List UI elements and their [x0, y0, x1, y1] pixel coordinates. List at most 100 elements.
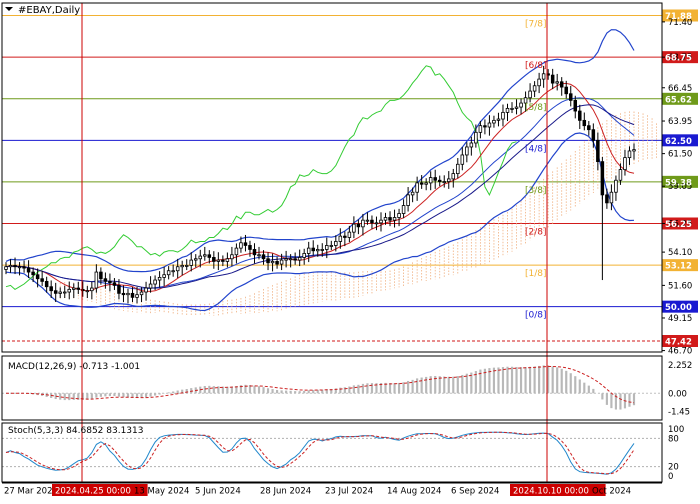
main-y-tick-label: 68.75 [668, 53, 692, 63]
price-level-tag-label: 56.25 [665, 220, 692, 230]
candle-body [35, 274, 40, 280]
candle-body [627, 150, 632, 159]
candle-body [130, 292, 135, 298]
main-y-tick-label: 66.45 [668, 84, 692, 94]
main-y-tick-label: 59.05 [668, 182, 692, 192]
price-level-tag-label: 62.50 [665, 137, 692, 147]
candle-body [559, 81, 564, 88]
candle-body [537, 78, 541, 87]
candle-body [487, 122, 492, 128]
bollinger-upper-band [5, 29, 635, 273]
candle-body [293, 258, 297, 261]
candle-body [162, 274, 166, 278]
candle-body [496, 118, 501, 121]
candle-body [17, 266, 22, 269]
candle-body [325, 245, 329, 250]
stoch-label: Stoch(5,3,3) 84.6852 83.1313 [8, 426, 143, 436]
candle-body [578, 110, 582, 121]
price-level-tag [662, 300, 698, 313]
main-y-tick-label: 51.60 [668, 281, 692, 291]
candle-body [297, 257, 302, 261]
candle-body [501, 111, 505, 120]
x-axis-highlight-bg [52, 484, 148, 496]
candle-body [216, 259, 221, 262]
candle-body [428, 177, 433, 184]
bollinger-lower-band [5, 132, 635, 312]
candle-body [433, 177, 437, 181]
candle-body [315, 249, 320, 252]
candle-body [347, 231, 352, 238]
candle-body [365, 219, 370, 222]
macd-label: MACD(12,26,9) -0.713 -1.001 [8, 362, 140, 372]
candle-body [26, 267, 31, 273]
candle-body [207, 254, 212, 258]
x-axis-highlight-bg [510, 484, 606, 496]
price-level-tag-label: 59.38 [665, 178, 692, 188]
stoch-panel-frame [1, 422, 663, 483]
candle-body [352, 223, 356, 233]
main-y-tick-label: 71.40 [668, 18, 692, 28]
candle-body [609, 191, 614, 204]
candle-body [550, 74, 555, 84]
candle-body [306, 247, 311, 254]
candle-body [266, 258, 270, 264]
x-axis-label: 27 Mar 2024 [4, 487, 58, 497]
candle-body [81, 288, 85, 292]
candle-body [564, 86, 568, 95]
candle-body [49, 286, 53, 292]
candle-body [99, 271, 103, 280]
candle-body [447, 178, 451, 182]
candle-body [388, 217, 392, 221]
candle-body [618, 169, 623, 181]
x-axis-highlight-label: 2024.04.25 00:00 [55, 487, 131, 497]
frame-layer [1, 2, 663, 484]
candle-body [532, 85, 537, 92]
x-axis-label: Oct 2024 [592, 487, 631, 497]
candle-body [13, 265, 17, 268]
chart-menu-icon [5, 7, 13, 11]
x-axis-label: 28 Jun 2024 [260, 487, 311, 497]
x-axis-highlight-label: 2024.10.10 00:00 [513, 487, 589, 497]
main-panel-frame [1, 2, 663, 353]
stoch-y-tick-label: 0 [668, 472, 673, 482]
macd-y-tick-label: 2.252 [668, 361, 692, 371]
price-level-tag [662, 92, 698, 105]
chart-title: #EBAY,Daily [18, 5, 80, 16]
candle-body [591, 129, 596, 141]
candle-body [334, 241, 338, 246]
candle-body [410, 191, 415, 196]
candle-body [442, 181, 447, 183]
main-y-tick-label: 54.10 [668, 248, 692, 258]
candle-body [67, 288, 72, 293]
candle-body [144, 287, 148, 293]
candle-body [248, 245, 252, 250]
price-level-tag [662, 9, 698, 22]
candle-body [451, 173, 456, 180]
candle-body [62, 291, 67, 294]
stoch-y-tick-label: 80 [668, 434, 679, 444]
candle-body [383, 217, 388, 221]
price-level-tag [662, 51, 698, 64]
macd-y-tick-label: -1.45 [668, 408, 690, 418]
candle-body [135, 294, 139, 298]
candle-body [198, 255, 203, 260]
candle-body [166, 270, 171, 276]
candle-body [415, 182, 419, 193]
candle-body [90, 287, 94, 292]
candle-body [600, 161, 605, 196]
candle-body [94, 271, 99, 289]
candle-body [252, 249, 257, 256]
candle-body [239, 242, 243, 249]
x-axis-label: 14 Aug 2024 [387, 487, 441, 497]
candle-body [541, 73, 546, 80]
candle-body [108, 280, 112, 284]
price-level-tag [662, 175, 698, 188]
candle-body [4, 266, 8, 270]
candle-body [469, 142, 474, 148]
price-level-tag-label: 50.00 [665, 303, 692, 313]
murrey-level-label: [2/8] [525, 227, 547, 237]
candle-body [153, 279, 157, 285]
